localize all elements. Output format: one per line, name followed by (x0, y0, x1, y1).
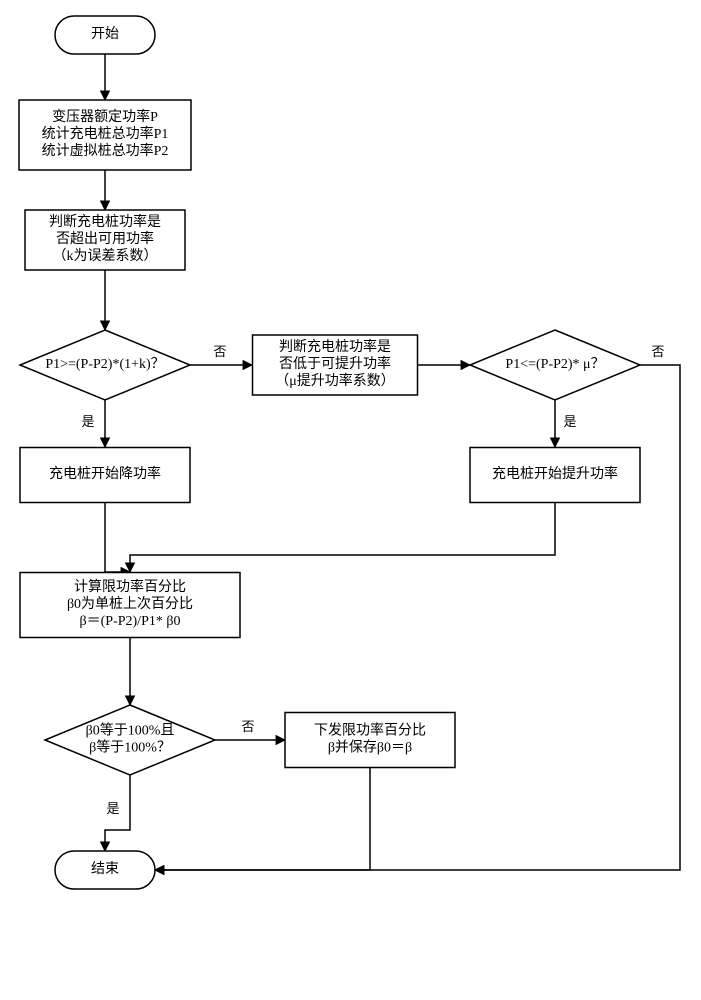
svg-text:否: 否 (213, 344, 226, 359)
svg-text:判断充电桩功率是: 判断充电桩功率是 (279, 338, 391, 355)
node-up: 充电桩开始提升功率 (470, 448, 640, 503)
svg-text:下发限功率百分比: 下发限功率百分比 (314, 722, 426, 739)
node-judge1: 判断充电桩功率是否超出可用功率（k为误差系数） (25, 210, 185, 270)
svg-text:是: 是 (106, 801, 119, 816)
node-judge2: 判断充电桩功率是否低于可提升功率（μ提升功率系数） (253, 335, 418, 395)
svg-text:β等于100%？: β等于100%？ (89, 739, 171, 756)
svg-text:充电桩开始降功率: 充电桩开始降功率 (49, 465, 161, 482)
svg-text:开始: 开始 (91, 26, 119, 42)
svg-text:β0等于100%且: β0等于100%且 (86, 722, 175, 739)
svg-text:是: 是 (81, 414, 94, 429)
svg-text:计算限功率百分比: 计算限功率百分比 (74, 578, 186, 595)
node-end: 结束 (55, 851, 155, 889)
svg-text:（μ提升功率系数）: （μ提升功率系数） (275, 372, 395, 389)
svg-text:否超出可用功率: 否超出可用功率 (56, 230, 154, 247)
svg-text:否低于可提升功率: 否低于可提升功率 (279, 355, 391, 372)
svg-text:判断充电桩功率是: 判断充电桩功率是 (49, 213, 161, 230)
svg-text:充电桩开始提升功率: 充电桩开始提升功率 (492, 465, 618, 482)
svg-text:否: 否 (651, 344, 664, 359)
svg-text:β并保存β0＝β: β并保存β0＝β (328, 740, 412, 756)
node-dec3: β0等于100%且β等于100%？ (45, 705, 215, 775)
node-dec1: P1>=(P-P2)*(1+k)？ (20, 330, 190, 400)
node-dec2: P1<=(P-P2)* μ？ (470, 330, 640, 400)
svg-text:否: 否 (241, 719, 254, 734)
svg-text:统计充电桩总功率P1: 统计充电桩总功率P1 (42, 125, 169, 142)
svg-text:是: 是 (563, 414, 576, 429)
svg-text:P1>=(P-P2)*(1+k)？: P1>=(P-P2)*(1+k)？ (45, 357, 164, 372)
svg-text:变压器额定功率P: 变压器额定功率P (52, 108, 158, 125)
svg-text:（k为误差系数）: （k为误差系数） (53, 248, 158, 264)
svg-text:结束: 结束 (91, 861, 119, 877)
node-init: 变压器额定功率P统计充电桩总功率P1统计虚拟桩总功率P2 (19, 100, 191, 170)
node-start: 开始 (55, 16, 155, 54)
node-down: 充电桩开始降功率 (20, 448, 190, 503)
node-calc: 计算限功率百分比β0为单桩上次百分比 β＝(P-P2)/P1* β0 (20, 573, 240, 638)
svg-text:P1<=(P-P2)* μ？: P1<=(P-P2)* μ？ (505, 357, 604, 372)
svg-text:β＝(P-P2)/P1* β0: β＝(P-P2)/P1* β0 (80, 614, 181, 629)
node-issue: 下发限功率百分比β并保存β0＝β (285, 713, 455, 768)
svg-text:β0为单桩上次百分比: β0为单桩上次百分比 (67, 595, 193, 612)
svg-text:统计虚拟桩总功率P2: 统计虚拟桩总功率P2 (42, 142, 169, 159)
